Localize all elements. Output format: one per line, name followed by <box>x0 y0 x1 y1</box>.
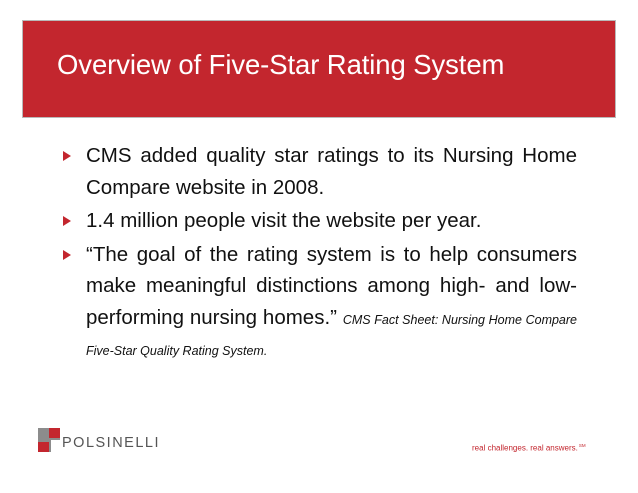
service-mark: SM <box>578 443 586 448</box>
quote-citation: CMS Fact Sheet: Nursing Home Compare Fiv… <box>86 312 577 359</box>
bullet-item: 1.4 million people visit the website per… <box>57 205 577 237</box>
bullet-item: CMS added quality star ratings to its Nu… <box>57 140 577 203</box>
bullet-list: CMS added quality star ratings to its Nu… <box>57 140 577 367</box>
triangle-bullet-icon <box>63 216 71 226</box>
slide-title: Overview of Five-Star Rating System <box>57 49 505 80</box>
polsinelli-logo: POLSINELLI <box>38 427 160 453</box>
bullet-item: “The goal of the rating system is to hel… <box>57 239 577 365</box>
triangle-bullet-icon <box>63 151 71 161</box>
bullet-text: 1.4 million people visit the website per… <box>86 209 482 232</box>
title-banner <box>22 20 616 118</box>
tagline-text: real challenges. real answers. <box>472 443 578 453</box>
bullet-text: “The goal of the rating system is to hel… <box>86 242 577 329</box>
bullet-text: CMS added quality star ratings to its Nu… <box>86 144 577 199</box>
footer-tagline: real challenges. real answers.SM <box>472 440 586 455</box>
triangle-bullet-icon <box>63 249 71 260</box>
logo-mark-icon <box>38 428 60 452</box>
logo-wordmark: POLSINELLI <box>62 435 161 451</box>
